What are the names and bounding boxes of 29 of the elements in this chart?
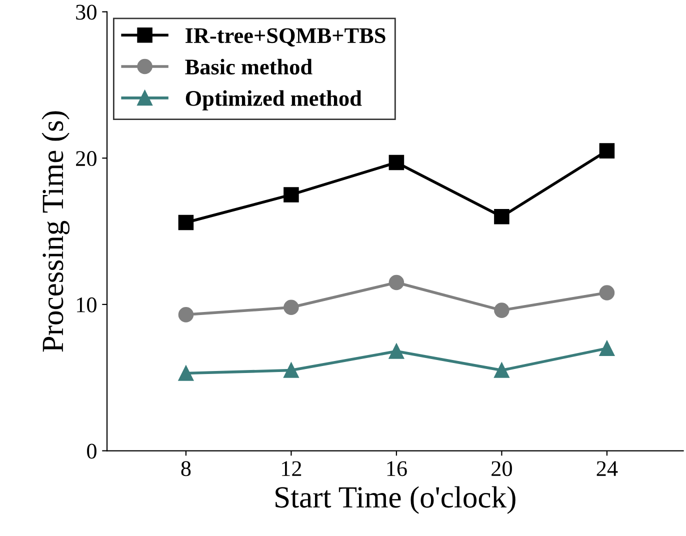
y-tick-label: 20 <box>76 151 96 166</box>
point <box>388 344 404 359</box>
point <box>178 214 194 230</box>
point <box>388 274 404 290</box>
x-axis-title: Start Time (o'clock) <box>276 486 516 514</box>
x-tick-label: 16 <box>387 461 407 476</box>
point <box>284 362 299 378</box>
y-tick-label: 0 <box>87 444 96 459</box>
point <box>284 187 299 202</box>
legend-label: Optimized method <box>186 90 362 110</box>
legend-label: IR-tree+SQMB+TBS <box>186 28 386 47</box>
x-tick-label: 24 <box>596 461 618 476</box>
legend-label: Basic method <box>185 58 312 75</box>
point <box>599 340 615 356</box>
x-tick-label: 8 <box>181 461 191 476</box>
point <box>494 209 510 224</box>
point <box>388 154 404 170</box>
point <box>599 143 615 158</box>
point <box>494 362 510 378</box>
y-tick-label: 30 <box>76 4 96 20</box>
point <box>494 302 510 318</box>
y-tick-label: 10 <box>77 297 96 312</box>
point <box>178 366 194 381</box>
point <box>599 285 615 300</box>
x-tick-label: 20 <box>492 461 512 476</box>
point <box>178 307 194 322</box>
x-tick-label: 12 <box>282 461 302 476</box>
point <box>284 300 299 316</box>
y-axis-title: Processing Time (s) <box>42 111 70 352</box>
